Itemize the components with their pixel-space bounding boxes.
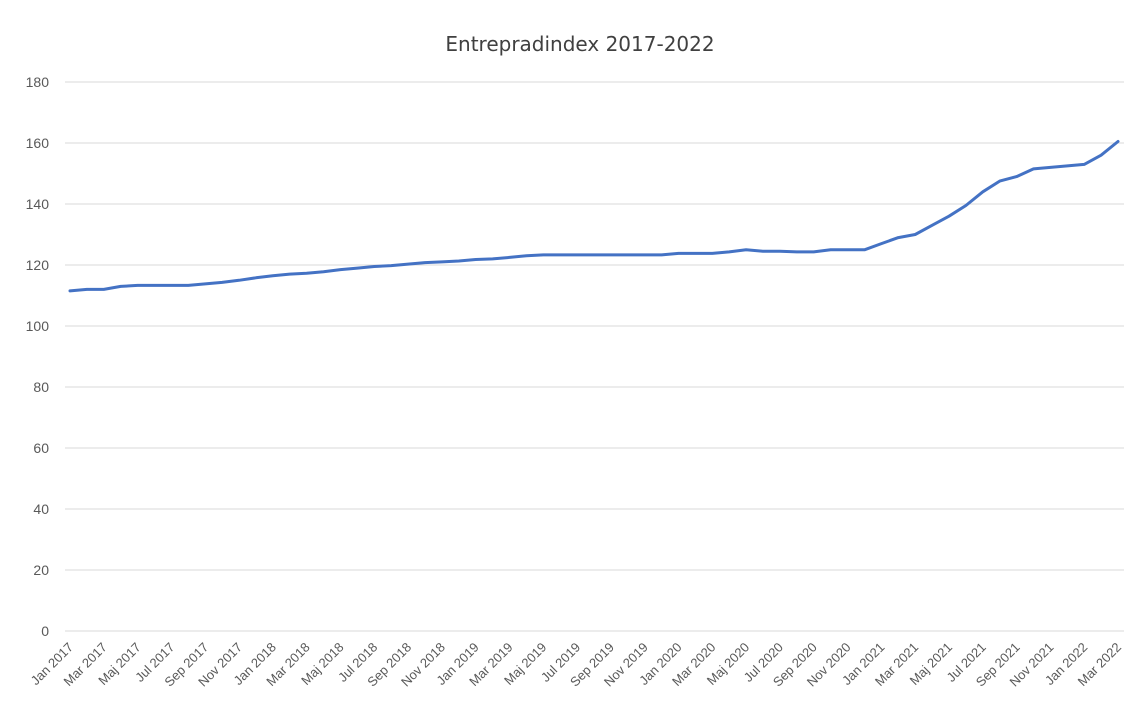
- chart-title: Entrepradindex 2017-2022: [445, 32, 714, 56]
- y-axis-tick-labels: 0 20 40 60 80 100 120 140 160 180: [26, 74, 50, 639]
- y-tick-label: 180: [26, 74, 50, 90]
- y-tick-label: 140: [26, 196, 50, 212]
- y-tick-label: 20: [33, 562, 49, 578]
- series-line-0: [68, 140, 1120, 293]
- y-tick-label: 60: [33, 440, 49, 456]
- gridlines: [65, 81, 1124, 632]
- y-tick-label: 100: [26, 318, 50, 334]
- y-tick-label: 80: [33, 379, 49, 395]
- y-tick-label: 40: [33, 501, 49, 517]
- y-tick-label: 0: [41, 623, 49, 639]
- series-layer: [68, 140, 1120, 293]
- y-tick-label: 160: [26, 135, 50, 151]
- y-tick-label: 120: [26, 257, 50, 273]
